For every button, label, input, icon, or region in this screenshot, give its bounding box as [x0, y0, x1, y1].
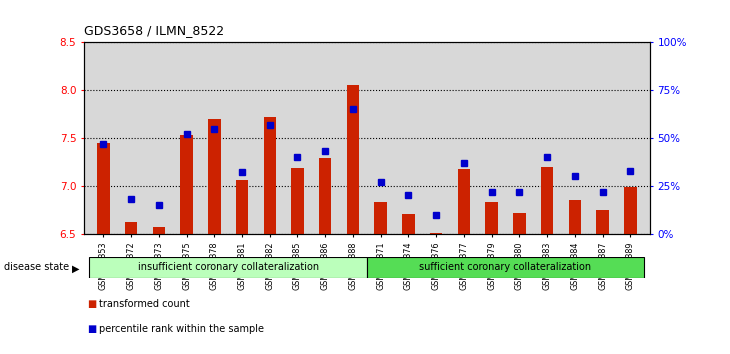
Bar — [208, 119, 220, 234]
Text: GDS3658 / ILMN_8522: GDS3658 / ILMN_8522 — [84, 24, 224, 37]
Bar — [319, 158, 331, 234]
Bar — [624, 187, 637, 234]
Text: ▶: ▶ — [72, 264, 79, 274]
Bar — [596, 210, 609, 234]
Bar — [291, 168, 304, 234]
Text: disease state: disease state — [4, 262, 69, 272]
Bar — [264, 117, 276, 234]
Bar — [125, 222, 137, 234]
Text: ■: ■ — [88, 324, 97, 334]
Bar — [153, 227, 165, 234]
Bar — [569, 200, 581, 234]
Bar — [236, 180, 248, 234]
Bar — [374, 202, 387, 234]
Bar — [485, 202, 498, 234]
Bar — [402, 213, 415, 234]
Text: percentile rank within the sample: percentile rank within the sample — [99, 324, 264, 334]
Bar — [367, 257, 644, 278]
Bar — [97, 143, 110, 234]
Text: insufficient coronary collateralization: insufficient coronary collateralization — [137, 262, 319, 272]
Bar — [541, 167, 553, 234]
Bar — [430, 233, 442, 234]
Bar — [458, 169, 470, 234]
Bar — [347, 85, 359, 234]
Bar — [513, 213, 526, 234]
Text: sufficient coronary collateralization: sufficient coronary collateralization — [420, 262, 591, 272]
Bar — [90, 257, 367, 278]
Text: transformed count: transformed count — [99, 299, 189, 309]
Text: ■: ■ — [88, 299, 97, 309]
Bar — [180, 135, 193, 234]
